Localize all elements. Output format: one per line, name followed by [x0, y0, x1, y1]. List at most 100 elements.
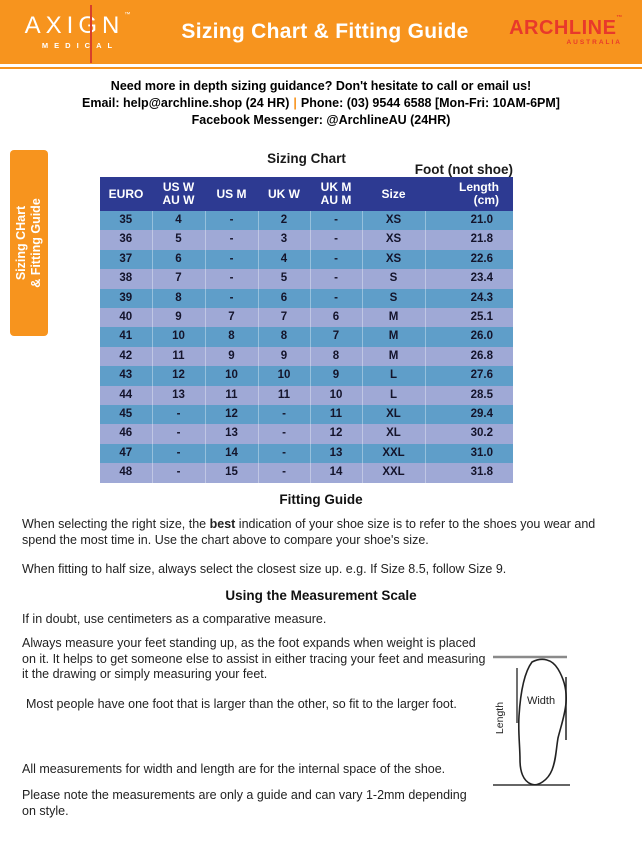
table-cell: 28.5 [424, 385, 513, 406]
table-cell: 10 [257, 366, 310, 386]
table-cell: 40 [100, 308, 152, 328]
table-row: 48-15-14 XXL 31.8 [100, 463, 513, 483]
table-cell: 15 [204, 463, 258, 483]
table-cell: 9 [151, 308, 205, 328]
table-cell: 9 [257, 346, 310, 367]
table-cell: - [151, 405, 205, 425]
table-cell: 10 [151, 327, 205, 347]
bold-word: best [209, 517, 236, 531]
table-row: 40 9 7 7 6 M 25.1 [100, 308, 513, 328]
measurement-paragraph-4: All measurements for width and length ar… [22, 762, 446, 776]
table-cell: - [257, 405, 310, 425]
table-cell: S [361, 269, 425, 289]
sizing-chart-title: Sizing Chart [267, 151, 346, 166]
table-cell: 7 [204, 308, 258, 328]
contact-line-2: Email: help@archline.shop (24 HR) | Phone:… [0, 95, 642, 112]
table-cell: 41 [100, 327, 152, 347]
table-row: 35 4-2- XS 21.0 [100, 211, 513, 231]
table-cell: 31.0 [424, 443, 513, 464]
table-cell: 31.8 [424, 463, 513, 483]
table-row: 47-14-13 XXL 31.0 [100, 443, 513, 464]
table-cell: 26.0 [424, 327, 513, 347]
sizing-table: EURO US W AU W US M UK W UK M AU M Size Le… [100, 177, 513, 483]
table-cell: 25.1 [424, 308, 513, 328]
col-header-ukm: UK M AU M [310, 177, 362, 211]
table-cell: - [309, 269, 362, 289]
table-cell: 7 [257, 308, 310, 328]
table-cell: 6 [309, 308, 362, 328]
table-cell: 5 [151, 230, 205, 250]
header-divider-line [0, 67, 642, 69]
table-cell: 43 [100, 366, 152, 386]
table-cell: 7 [151, 269, 205, 289]
table-cell: XXL [361, 463, 425, 483]
table-cell: 29.4 [424, 405, 513, 425]
table-cell: - [204, 288, 258, 309]
table-cell: - [204, 249, 258, 270]
table-cell: 21.0 [424, 211, 513, 231]
col-header-ukw: UK W [258, 177, 310, 211]
table-cell: 2 [257, 211, 310, 231]
table-cell: - [151, 463, 205, 483]
contact-block: Need more in depth sizing guidance? Don'… [0, 78, 642, 129]
contact-email: Email: help@archline.shop (24 HR) [82, 96, 290, 110]
table-cell: 10 [309, 385, 362, 406]
foot-measurement-diagram: Width Length [486, 648, 642, 798]
fitting-guide-title: Fitting Guide [279, 492, 363, 507]
table-row: 42 11 9 9 8 M 26.8 [100, 346, 513, 367]
table-cell: - [204, 269, 258, 289]
table-cell: 4 [257, 249, 310, 270]
table-cell: 4 [151, 211, 205, 231]
table-cell: 9 [309, 366, 362, 386]
table-cell: 26.8 [424, 346, 513, 367]
table-cell: - [257, 463, 310, 483]
table-cell: 14 [204, 443, 258, 464]
table-cell: 14 [309, 463, 362, 483]
contact-line-3: Facebook Messenger: @ArchlineAU (24HR) [191, 113, 451, 127]
axign-logo-text: AXIGN™ [24, 12, 136, 40]
table-cell: 8 [151, 288, 205, 309]
table-cell: 13 [204, 424, 258, 444]
table-cell: 39 [100, 288, 152, 309]
side-tab: Sizing CHart & Fitting Guide [10, 150, 48, 336]
table-row: 43 12 10 10 9 L 27.6 [100, 366, 513, 386]
measurement-paragraph-2: Always measure your feet standing up, as… [22, 636, 486, 681]
axign-logo-subtext: MEDICAL [41, 41, 119, 51]
table-row: 36 5-3- XS 21.8 [100, 230, 513, 250]
length-label: Length [494, 702, 506, 734]
sizing-table-header: EURO US W AU W US M UK W UK M AU M Size Le… [100, 177, 513, 211]
foot-outline [517, 658, 567, 786]
table-cell: 47 [100, 443, 152, 464]
archline-logo: ARCHLINE™ AUSTRALIA [504, 15, 628, 47]
col-header-euro: EURO [100, 177, 152, 211]
sizing-chart-section: Sizing Chart Foot (not shoe) EURO US W AU… [100, 151, 513, 483]
table-row: 37 6-4- XS 22.6 [100, 249, 513, 270]
table-cell: 7 [309, 327, 362, 347]
contact-separator: | [293, 96, 297, 110]
table-cell: 23.4 [424, 269, 513, 289]
table-cell: 46 [100, 424, 152, 444]
table-cell: 13 [309, 443, 362, 464]
table-cell: XL [361, 405, 425, 425]
table-cell: L [361, 385, 425, 406]
measurement-paragraph-1: If in doubt, use centimeters as a compar… [22, 612, 327, 626]
axign-medical-logo: AXIGN™ MEDICAL [14, 5, 146, 64]
table-cell: - [151, 424, 205, 444]
trademark-symbol: ™ [124, 12, 136, 19]
table-cell: 10 [204, 366, 258, 386]
table-cell: 45 [100, 405, 152, 425]
contact-phone: Phone: (03) 9544 6588 [Mon-Fri: 10AM-6PM… [300, 96, 560, 110]
table-cell: - [309, 211, 362, 231]
table-cell: 8 [257, 327, 310, 347]
table-cell: 38 [100, 269, 152, 289]
table-cell: - [309, 249, 362, 270]
table-cell: - [309, 230, 362, 250]
table-cell: 22.6 [424, 249, 513, 270]
col-header-usw: US W AU W [152, 177, 205, 211]
table-cell: 9 [204, 346, 258, 367]
col-header-usm: US M [205, 177, 258, 211]
table-cell: 11 [151, 346, 205, 367]
side-tab-line-2: & Fitting Guide [29, 198, 43, 288]
axign-red-line [90, 5, 92, 64]
